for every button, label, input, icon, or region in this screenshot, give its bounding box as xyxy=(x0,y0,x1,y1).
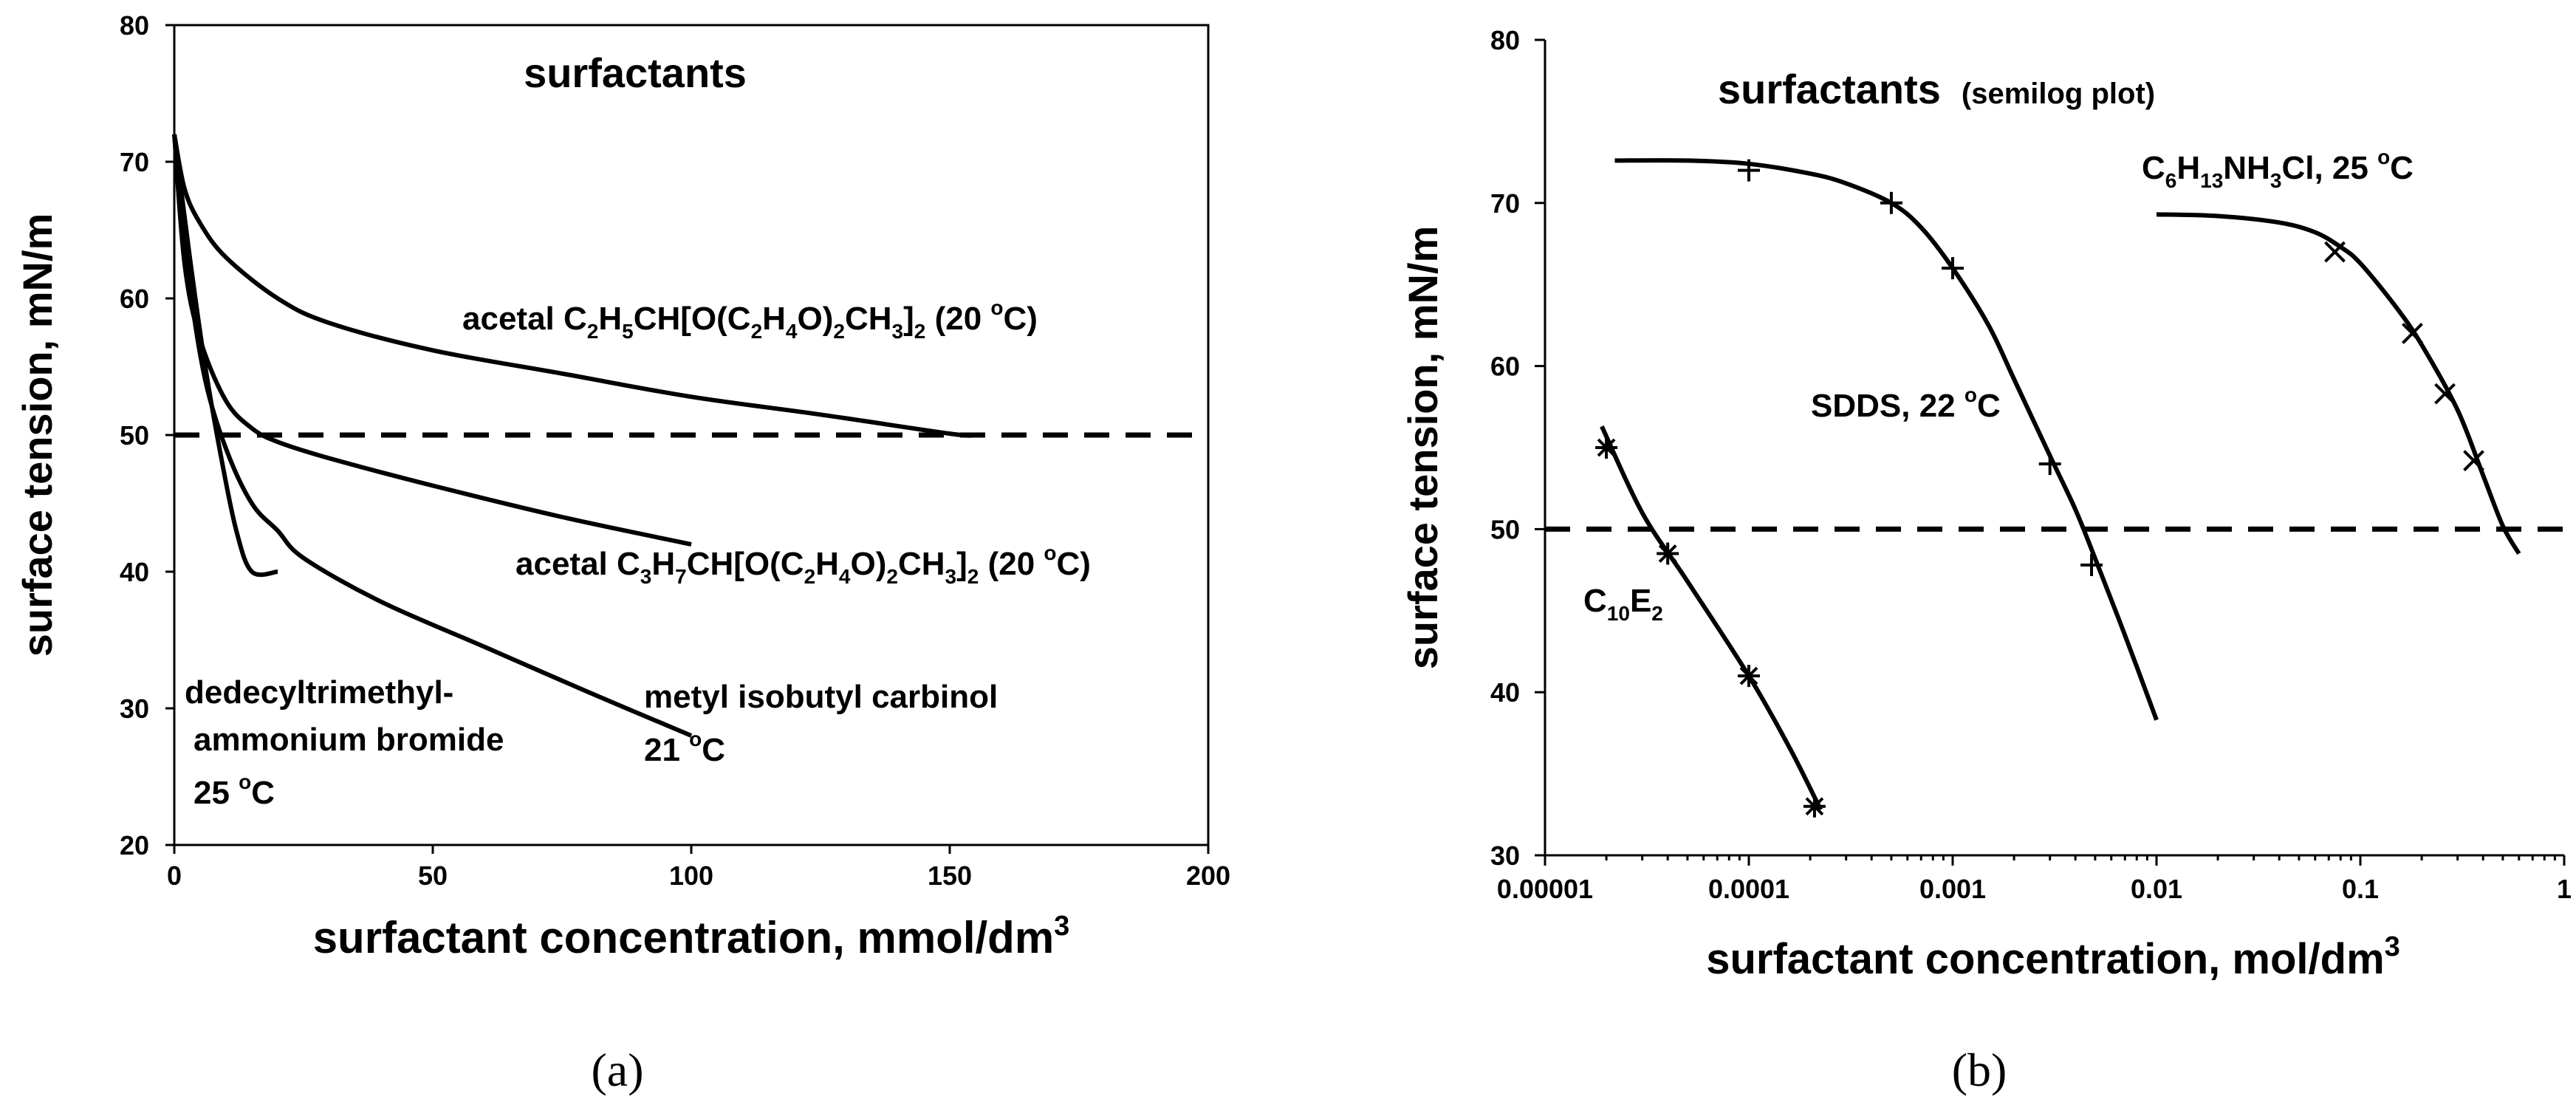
panel-a-y-tick-label: 60 xyxy=(120,284,149,314)
panel-b-sdds-label: SDDS, 22 oC xyxy=(1811,383,2001,424)
panel-b-c10e2-point xyxy=(1657,542,1679,565)
panel-b-y-axis-title: surface tension, mN/m xyxy=(1400,226,1446,670)
panel-b-chart: surfactants (semilog plot) 0.00001 0.0001 0… xyxy=(1400,25,2572,983)
panel-b-hexylammonium-point xyxy=(2324,241,2346,263)
panel-a-x-axis-title: surfactant concentration, mmol/dm3 xyxy=(313,911,1070,962)
panel-a-x-tick-label: 0 xyxy=(167,860,182,891)
panel-a-y-ticks: 20 30 40 50 60 70 80 xyxy=(120,10,174,860)
panel-a-x-ticks: 0 50 100 150 200 xyxy=(167,845,1230,891)
panel-b-hexylammonium-label: C6H13NH3Cl, 25 oC xyxy=(2142,146,2414,192)
panel-a-caption: (a) xyxy=(591,1044,643,1096)
panel-a-dtab-label-line3: 25 oC xyxy=(193,770,275,811)
panel-a-y-tick-label: 20 xyxy=(120,830,149,860)
panel-a-dtab-label-line1: dedecyltrimethyl- xyxy=(185,674,453,711)
panel-a-mibc-label-line1: metyl isobutyl carbinol xyxy=(644,679,998,715)
panel-b-x-tick-label: 0.1 xyxy=(2342,874,2379,904)
panel-a-y-tick-label: 50 xyxy=(120,420,149,451)
panel-b-sdds-point xyxy=(1880,191,1902,214)
panel-b-markers xyxy=(1595,159,2484,818)
panel-b-y-ticks: 30 40 50 60 70 80 xyxy=(1490,25,1545,871)
panel-b-y-tick-label: 70 xyxy=(1490,188,1520,219)
panel-b-curves xyxy=(1600,158,2521,811)
panel-a-title: surfactants xyxy=(524,49,747,96)
panel-b-c10e2-curve xyxy=(1600,425,1823,811)
panel-b-caption: (b) xyxy=(1952,1044,2007,1096)
panel-a-mibc-label-line2: 21 oC xyxy=(644,728,725,768)
panel-a-acetal-c2h5-label: acetal C2H5CH[O(C2H4O)2CH3]2 (20 oC) xyxy=(462,296,1038,343)
panel-b-x-tick-label: 0.0001 xyxy=(1708,874,1789,904)
panel-a-x-tick-label: 200 xyxy=(1186,860,1230,891)
panel-a-x-tick-label: 50 xyxy=(418,860,448,891)
panel-b-y-tick-label: 80 xyxy=(1490,25,1520,55)
panel-a-acetal-c2h5-curve xyxy=(172,134,976,438)
panel-b-hexylammonium-curve xyxy=(2156,212,2521,555)
panel-b-hexylammonium-point xyxy=(2463,450,2484,472)
panel-b-hexylammonium-point xyxy=(2402,323,2423,344)
panel-b-sdds-point xyxy=(1738,159,1760,182)
panel-b-sdds-point xyxy=(2038,453,2061,476)
panel-a-y-axis-title: surface tension, mN/m xyxy=(14,213,61,657)
panel-b-x-tick-label: 1 xyxy=(2557,874,2572,904)
panel-a-y-tick-label: 80 xyxy=(120,10,149,41)
panel-a-curves xyxy=(172,134,976,738)
panel-b-y-tick-label: 30 xyxy=(1490,841,1520,871)
panel-a-y-tick-label: 70 xyxy=(120,147,149,177)
panel-a-acetal-c3h7-label: acetal C3H7CH[O(C2H4O)2CH3]2 (20 oC) xyxy=(515,541,1091,588)
panel-b-sdds-curve xyxy=(1614,158,2159,721)
panel-a-chart: surfactants 0 50 100 150 200 20304050607080 … xyxy=(14,10,1230,962)
panel-a-y-tick-label: 40 xyxy=(120,557,149,587)
panel-b-c10e2-label: C10E2 xyxy=(1583,583,1663,625)
panel-a-dtab-curve xyxy=(172,134,278,578)
panel-b-c10e2-point xyxy=(1738,665,1760,688)
panel-b-x-tick-label: 0.00001 xyxy=(1497,874,1593,904)
panel-b-title: surfactants (semilog plot) xyxy=(1718,66,2155,112)
panel-a-x-tick-label: 100 xyxy=(669,860,713,891)
panel-a-mibc-curve xyxy=(172,134,693,738)
panel-b-y-tick-label: 40 xyxy=(1490,677,1520,708)
panel-b-y-tick-label: 50 xyxy=(1490,514,1520,544)
panel-b-x-tick-label: 0.01 xyxy=(2131,874,2182,904)
panel-a-x-tick-label: 150 xyxy=(928,860,972,891)
panel-b-x-axis-title: surfactant concentration, mol/dm3 xyxy=(1706,931,2400,983)
panel-a-y-tick-label: 30 xyxy=(120,694,149,724)
panel-b-c10e2-point xyxy=(1803,795,1826,818)
panel-a-dtab-label-line2: ammonium bromide xyxy=(193,722,504,758)
panel-b-hexylammonium-point xyxy=(2434,383,2456,405)
panel-b-sdds-point xyxy=(2080,553,2103,576)
panel-a-acetal-c3h7-curve xyxy=(172,134,692,547)
panel-b-y-tick-label: 60 xyxy=(1490,352,1520,382)
panel-b-c10e2-point xyxy=(1595,437,1618,459)
panel-b-sdds-point xyxy=(1942,257,1964,280)
panel-b-x-ticks: 0.00001 0.0001 0.001 0.01 0.1 1 xyxy=(1497,855,2572,904)
panel-b-x-tick-label: 0.001 xyxy=(1919,874,1986,904)
